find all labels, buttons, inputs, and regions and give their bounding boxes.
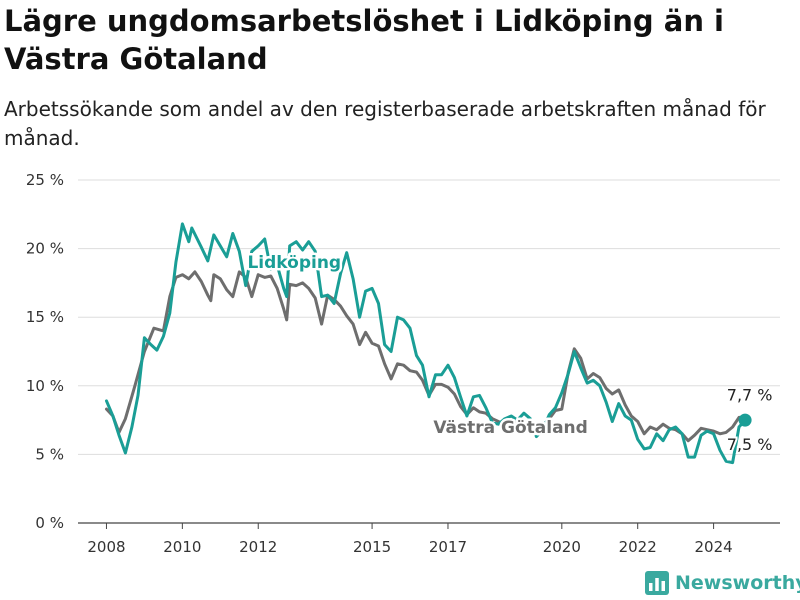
newsworthy-brand: Newsworthy [645,568,800,598]
x-tick-label: 2010 [163,538,201,556]
series-labels: Lidköping Västra Götaland 7,7 % 7,5 % [245,250,775,456]
series-label-vastra-gotaland: Västra Götaland [433,418,588,438]
x-tick-label: 2017 [429,538,467,556]
y-tick-label: 15 % [26,308,64,326]
series-line-vastra-gotaland [105,270,747,443]
series-line-lidkoping [105,222,747,465]
y-tick-label: 20 % [26,240,64,258]
y-axis-tick-labels: 0 % 5 % 10 % 15 % 20 % 25 % [26,171,64,532]
x-tick-label: 2022 [619,538,657,556]
lidkoping-end-marker [738,413,752,427]
bar-chart-logo-icon [645,571,669,595]
brand-name: Newsworthy [675,572,800,594]
x-tick-label: 2015 [353,538,391,556]
end-value-vastra-gotaland: 7,7 % [727,385,773,404]
x-tick-label: 2012 [239,538,277,556]
chart-title: Lägre ungdomsarbetslöshet i Lidköping än… [4,4,725,76]
x-axis: 2008 2010 2012 2015 2017 2020 2022 2024 [87,523,733,556]
y-tick-label: 25 % [26,171,64,189]
x-tick-label: 2024 [695,538,733,556]
y-tick-label: 0 % [35,514,64,532]
x-tick-label: 2008 [87,538,125,556]
x-tick-label: 2020 [543,538,581,556]
y-tick-label: 5 % [35,445,64,463]
chart-subtitle: Arbetssökande som andel av den registerb… [4,97,766,150]
y-tick-label: 10 % [26,377,64,395]
end-value-lidkoping: 7,5 % [727,435,773,454]
series-label-lidkoping: Lidköping [247,253,341,273]
gridlines [78,179,780,524]
series-lines [105,222,752,465]
